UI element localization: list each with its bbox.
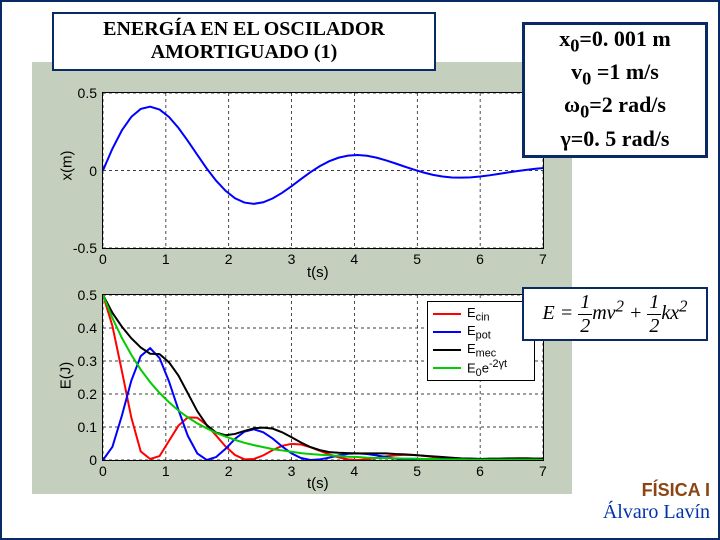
param-gamma: γ=0. 5 rad/s bbox=[525, 125, 705, 154]
title-banner: ENERGÍA EN EL OSCILADOR AMORTIGUADO (1) bbox=[52, 12, 436, 71]
energy-chart: EcinEpotEmecE0e-2γt 00.10.20.30.40.50123… bbox=[102, 294, 544, 461]
displacement-chart: -0.500.501234567 bbox=[102, 92, 544, 249]
brand-line2: Álvaro Lavín bbox=[590, 501, 710, 524]
bot-xlabel: t(s) bbox=[307, 475, 329, 492]
param-w0: ω0=2 rad/s bbox=[525, 91, 705, 124]
title-line1: ENERGÍA EN EL OSCILADOR bbox=[54, 18, 434, 41]
param-v0: v0 =1 m/s bbox=[525, 58, 705, 91]
title-line2: AMORTIGUADO (1) bbox=[54, 41, 434, 64]
author-brand: FÍSICA I Álvaro Lavín bbox=[590, 480, 710, 530]
top-ylabel: x(m) bbox=[59, 151, 76, 181]
param-x0: x0=0. 001 m bbox=[525, 25, 705, 58]
parameters-box: x0=0. 001 m v0 =1 m/s ω0=2 rad/s γ=0. 5 … bbox=[522, 22, 708, 158]
brand-line1: FÍSICA I bbox=[590, 480, 710, 501]
top-xlabel: t(s) bbox=[307, 264, 329, 281]
plots-background: -0.500.501234567 x(m) t(s) EcinEpotEmecE… bbox=[32, 62, 572, 494]
energy-legend: EcinEpotEmecE0e-2γt bbox=[427, 301, 535, 381]
bot-ylabel: E(J) bbox=[57, 362, 74, 390]
energy-equation: E = 12mv2 + 12kx2 bbox=[522, 287, 708, 341]
slide-frame: -0.500.501234567 x(m) t(s) EcinEpotEmecE… bbox=[0, 0, 720, 540]
